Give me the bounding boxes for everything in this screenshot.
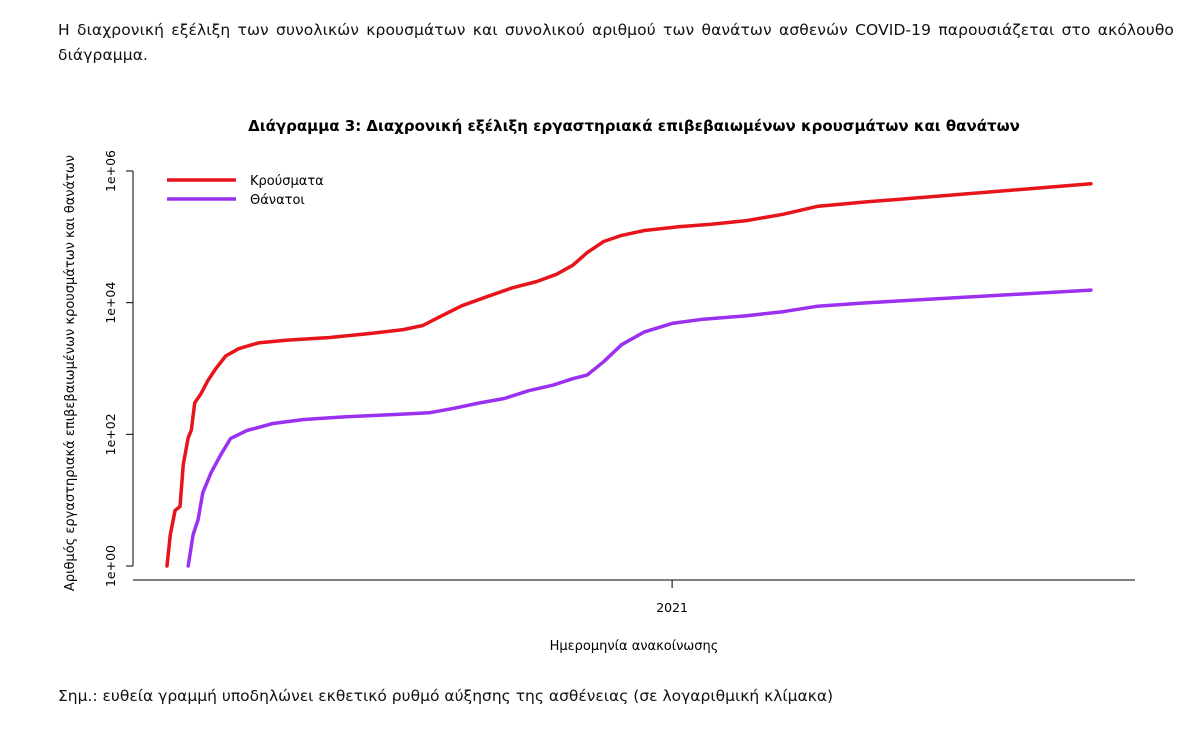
y-axis-label: Αριθμός εργαστηριακά επιβεβαιωμένων κρου… bbox=[63, 155, 78, 591]
series-line-1 bbox=[165, 182, 1093, 568]
intro-paragraph: Η διαχρονική εξέλιξη των συνολικών κρουσ… bbox=[58, 21, 1174, 64]
y-tick-label: 1e+02 bbox=[103, 413, 118, 455]
chart-title: Διάγραμμα 3: Διαχρονική εξέλιξη εργαστηρ… bbox=[248, 117, 1020, 135]
footnote: Σημ.: ευθεία γραμμή υποδηλώνει εκθετικό … bbox=[58, 687, 834, 705]
legend-label: Κρούσματα bbox=[250, 174, 324, 189]
series-line-2 bbox=[186, 288, 1093, 568]
x-tick-label: 2021 bbox=[656, 600, 688, 615]
y-tick-label: 1e+00 bbox=[103, 545, 118, 587]
x-axis-label: Ημερομηνία ανακοίνωσης bbox=[550, 639, 719, 654]
y-axis-ticks: 1e+00 1e+02 1e+04 1e+06 bbox=[103, 150, 133, 587]
x-axis-ticks: 2021 bbox=[656, 580, 688, 615]
y-tick-label: 1e+06 bbox=[103, 150, 118, 192]
y-tick-label: 1e+04 bbox=[103, 282, 118, 324]
legend-label: Θάνατοι bbox=[250, 193, 305, 208]
legend: Κρούσματα Θάνατοι bbox=[167, 174, 324, 208]
series-layer bbox=[165, 182, 1093, 568]
